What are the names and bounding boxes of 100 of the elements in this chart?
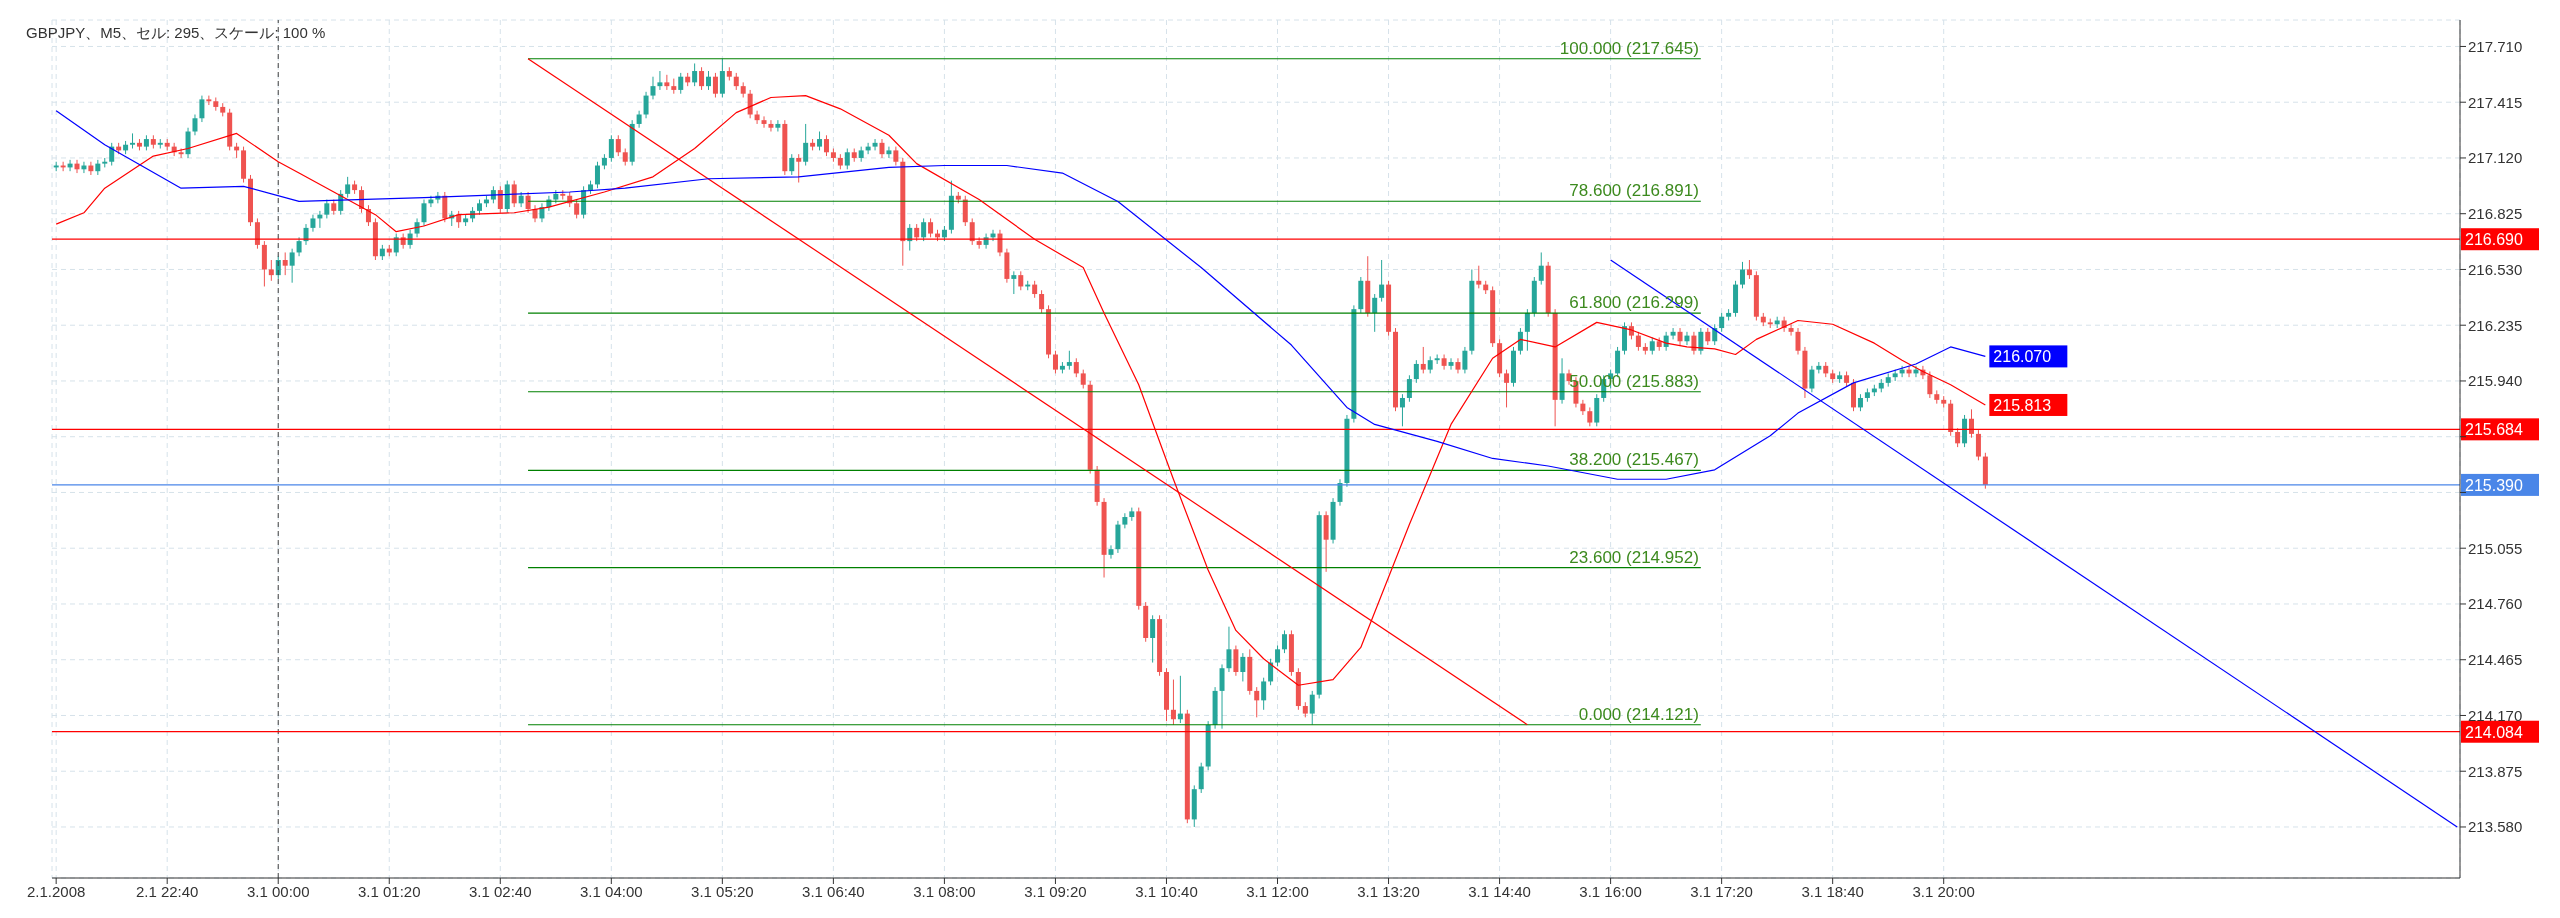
- y-tick-label: 215.940: [2468, 372, 2523, 390]
- candlestick: [678, 72, 684, 95]
- candlestick: [178, 148, 184, 159]
- candlestick: [421, 199, 427, 227]
- candlestick: [1018, 270, 1024, 291]
- candlestick: [497, 185, 503, 214]
- candlestick: [324, 199, 330, 219]
- candlestick: [664, 74, 670, 91]
- candlestick: [296, 236, 302, 257]
- candlestick: [608, 134, 614, 163]
- candlestick: [1448, 357, 1454, 371]
- candlestick: [1337, 478, 1343, 507]
- annotation: 100.000 (217.645): [1559, 38, 1699, 58]
- x-tick-label: 3.1 20:00: [1912, 882, 1975, 900]
- candlestick: [657, 70, 663, 91]
- candlestick: [1955, 427, 1961, 448]
- candlestick: [1635, 331, 1641, 352]
- candlestick: [206, 95, 212, 106]
- y-tick-label: 216.530: [2468, 260, 2523, 278]
- candlestick: [886, 146, 892, 159]
- candlestick: [928, 217, 934, 238]
- candlestick: [1476, 265, 1482, 289]
- candlestick: [796, 153, 802, 184]
- candlestick: [615, 134, 621, 157]
- candlestick: [1281, 629, 1287, 654]
- y-tick-label: 213.875: [2468, 762, 2523, 780]
- candlestick: [1080, 369, 1086, 390]
- candlestick: [442, 191, 448, 223]
- ref-line-label: 216.690: [2465, 231, 2523, 249]
- candlestick: [879, 138, 885, 159]
- candlestick: [907, 223, 913, 252]
- candlestick: [130, 132, 136, 150]
- x-tick-label: 3.1 14:40: [1468, 882, 1531, 900]
- candlestick: [1677, 327, 1683, 346]
- candlestick: [1052, 350, 1058, 374]
- x-tick-label: 3.1 12:00: [1246, 882, 1309, 900]
- candlestick: [1420, 346, 1426, 374]
- candlestick: [1399, 393, 1405, 427]
- candlestick: [1670, 327, 1676, 340]
- candlestick: [650, 76, 656, 100]
- annotation: 0.000 (214.121): [1578, 704, 1699, 724]
- data-label: 216.070: [1993, 348, 2052, 366]
- candlestick: [1788, 323, 1794, 337]
- candlestick: [345, 176, 351, 199]
- candlestick: [1739, 261, 1745, 289]
- candlestick: [699, 66, 705, 91]
- candlestick: [1441, 354, 1447, 371]
- candlestick: [1719, 312, 1725, 333]
- candlestick: [1039, 289, 1045, 314]
- candlestick: [872, 138, 878, 151]
- annotation: 38.200 (215.467): [1569, 450, 1699, 470]
- y-tick-label: 217.120: [2468, 149, 2523, 167]
- candlestick: [594, 161, 600, 189]
- candlestick: [997, 229, 1003, 257]
- candlestick: [706, 70, 712, 91]
- candlestick: [643, 91, 649, 119]
- x-tick-label: 3.1 13:20: [1357, 882, 1420, 900]
- y-tick-label: 214.170: [2468, 706, 2523, 724]
- x-tick-label: 3.1 08:00: [913, 882, 976, 900]
- candlestick: [1150, 614, 1156, 664]
- x-tick-label: 2.1 22:40: [135, 882, 199, 900]
- x-tick-label: 3.1 01:20: [357, 882, 421, 900]
- candlestick: [761, 115, 767, 129]
- candlestick: [1309, 690, 1315, 726]
- candlestick: [268, 259, 274, 282]
- candlestick: [1968, 408, 1974, 439]
- candlestick: [1413, 359, 1419, 384]
- candlestick: [1580, 399, 1586, 416]
- candlestick: [775, 119, 781, 132]
- candlestick: [1462, 346, 1468, 374]
- y-tick-label: 216.235: [2468, 316, 2523, 334]
- candlestick: [1198, 762, 1204, 794]
- y-tick-label: 217.415: [2468, 93, 2523, 111]
- candlestick: [1108, 544, 1114, 560]
- candlestick: [803, 123, 809, 167]
- x-tick-label: 3.1 00:00: [246, 882, 310, 900]
- y-tick-label: 214.760: [2468, 595, 2523, 613]
- candlestick: [1587, 406, 1593, 427]
- candlestick: [1691, 331, 1697, 356]
- candlestick: [823, 134, 829, 157]
- candlestick: [844, 148, 850, 170]
- candlestick: [893, 146, 899, 167]
- candlestick: [1226, 626, 1232, 673]
- x-tick-label: 3.1 17:20: [1690, 882, 1753, 900]
- x-tick-label: 3.1 18:40: [1801, 882, 1864, 900]
- ref-line-label: 214.084: [2465, 723, 2523, 741]
- y-tick-label: 216.825: [2468, 205, 2523, 223]
- candlestick: [976, 236, 982, 250]
- candlestick: [414, 217, 420, 238]
- candlestick: [712, 72, 718, 98]
- x-tick-label: 3.1 04:00: [580, 882, 643, 900]
- annotation: 78.600 (216.891): [1569, 181, 1699, 201]
- candlestick: [1795, 327, 1801, 356]
- candlestick: [719, 58, 725, 98]
- candlestick: [1011, 270, 1017, 295]
- candlestick: [1517, 327, 1523, 356]
- candlestick: [199, 95, 205, 123]
- x-tick-label: 3.1 05:20: [691, 882, 754, 900]
- x-tick-label: 2.1.2008: [26, 882, 86, 900]
- y-tick-label: 213.580: [2468, 818, 2523, 836]
